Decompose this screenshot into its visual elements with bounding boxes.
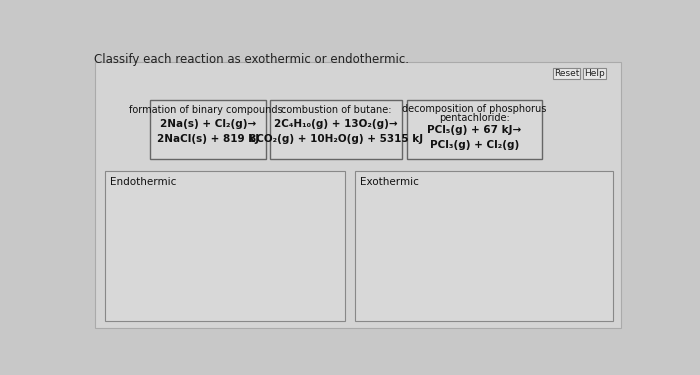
FancyBboxPatch shape — [150, 100, 266, 159]
Text: pentachloride:: pentachloride: — [439, 113, 510, 123]
FancyBboxPatch shape — [95, 62, 621, 328]
Text: 8CO₂(g) + 10H₂O(g) + 5315 kJ: 8CO₂(g) + 10H₂O(g) + 5315 kJ — [249, 134, 424, 144]
FancyBboxPatch shape — [104, 171, 345, 321]
Text: Endothermic: Endothermic — [110, 177, 176, 187]
FancyBboxPatch shape — [582, 68, 606, 79]
Text: Exothermic: Exothermic — [360, 177, 419, 187]
Text: 2C₄H₁₀(g) + 13O₂(g)→: 2C₄H₁₀(g) + 13O₂(g)→ — [274, 119, 398, 129]
Text: Reset: Reset — [554, 69, 579, 78]
Text: 2NaCl(s) + 819 kJ: 2NaCl(s) + 819 kJ — [157, 134, 259, 144]
FancyBboxPatch shape — [270, 100, 402, 159]
FancyBboxPatch shape — [552, 68, 580, 79]
Text: PCl₃(g) + Cl₂(g): PCl₃(g) + Cl₂(g) — [430, 141, 519, 150]
Text: 2Na(s) + Cl₂(g)→: 2Na(s) + Cl₂(g)→ — [160, 119, 256, 129]
Text: decomposition of phosphorus: decomposition of phosphorus — [402, 104, 547, 114]
FancyBboxPatch shape — [355, 171, 613, 321]
Text: formation of binary compounds:: formation of binary compounds: — [130, 105, 286, 115]
Text: PCl₅(g) + 67 kJ→: PCl₅(g) + 67 kJ→ — [428, 125, 522, 135]
Text: combustion of butane:: combustion of butane: — [281, 105, 391, 115]
Text: Help: Help — [584, 69, 605, 78]
FancyBboxPatch shape — [407, 100, 542, 159]
Text: Classify each reaction as exothermic or endothermic.: Classify each reaction as exothermic or … — [94, 53, 409, 66]
